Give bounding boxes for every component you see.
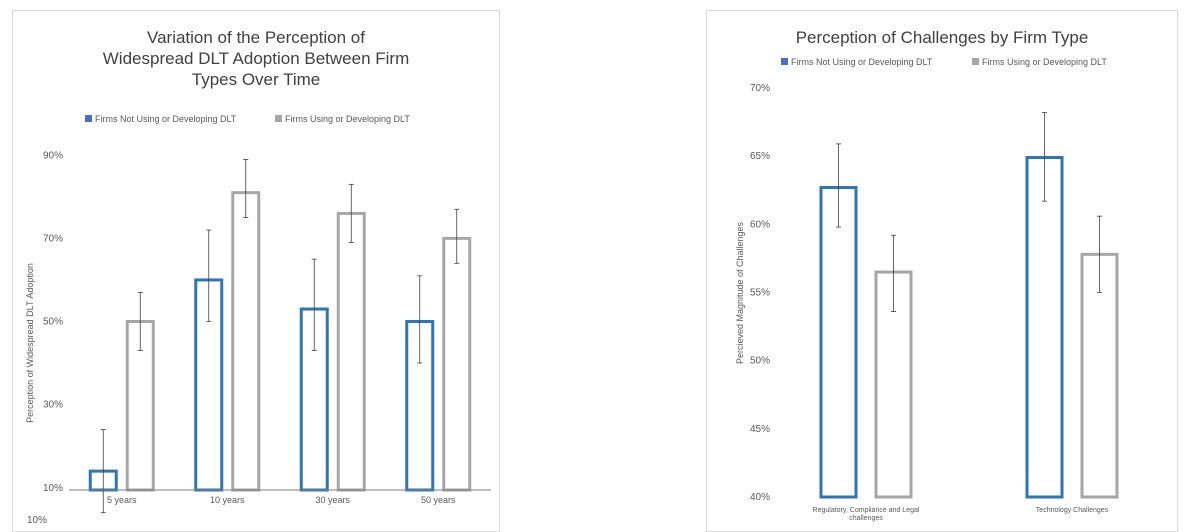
legend-label-using: Firms Using or Developing DLT: [982, 57, 1107, 67]
y-tick-label: 50%: [43, 317, 63, 328]
y-tick-label: 10%: [43, 483, 63, 494]
y-axis-title: Percieved Magnitude of Challenges: [735, 221, 745, 364]
bar-using: [442, 236, 472, 492]
legend-swatch-not-using: [781, 58, 788, 65]
challenges-chart: Perception of Challenges by Firm Type Fi…: [735, 28, 1119, 522]
y-tick-label: 55%: [750, 288, 770, 299]
x-category-label: 5 years: [107, 495, 137, 505]
chart-title-line-3: Types Over Time: [192, 70, 320, 89]
chart-title: Perception of Challenges by Firm Type: [796, 28, 1089, 47]
y-tick-label: 70%: [43, 233, 63, 244]
bar-using: [336, 211, 366, 492]
y-tick-label: 90%: [43, 150, 63, 161]
chart-title-line-1: Variation of the Perception of: [147, 28, 365, 47]
legend-label-not-using: Firms Not Using or Developing DLT: [95, 114, 237, 124]
y-tick-label: 60%: [750, 219, 770, 230]
x-category-label: Regulatory, Compliance and Legal: [813, 507, 920, 514]
y-tick-label: 70%: [750, 83, 770, 94]
legend-swatch-not-using: [85, 115, 92, 122]
x-category-label: Technology Challenges: [1036, 507, 1109, 514]
bar-using: [231, 191, 261, 492]
bar-not-using: [1025, 156, 1064, 499]
legend-swatch-using: [275, 115, 282, 122]
chart-title-line-2: Widespread DLT Adoption Between Firm: [103, 49, 409, 68]
legend-swatch-using: [972, 58, 979, 65]
y-tick-label: 30%: [43, 400, 63, 411]
legend-label-using: Firms Using or Developing DLT: [285, 114, 410, 124]
y-tick-label: 50%: [750, 356, 770, 367]
bar-using: [1080, 252, 1119, 499]
challenges-chart-panel: Perception of Challenges by Firm Type Fi…: [706, 10, 1178, 532]
y-tick-label: 65%: [750, 151, 770, 162]
y-axis-title: Perception of Widespread DLT Adoption: [25, 263, 35, 423]
y-tick-label: 45%: [750, 424, 770, 435]
x-category-label: 30 years: [315, 495, 350, 505]
legend-label-not-using: Firms Not Using or Developing DLT: [791, 57, 933, 67]
y-tick-label: 40%: [750, 492, 770, 503]
bar-not-using: [819, 186, 858, 499]
x-category-label: 10 years: [210, 495, 245, 505]
y-tick-label-bottom: 10%: [27, 515, 47, 526]
adoption-chart-panel: Variation of the Perception of Widesprea…: [12, 10, 500, 532]
x-category-label: 50 years: [421, 495, 456, 505]
adoption-chart: Variation of the Perception of Widesprea…: [25, 28, 491, 526]
